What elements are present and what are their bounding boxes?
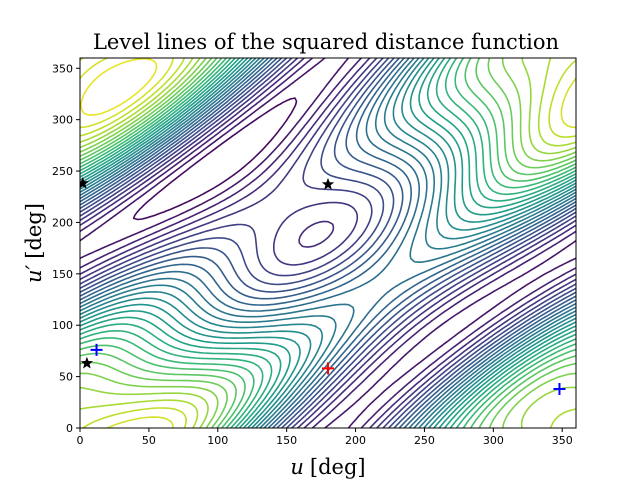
x-tick-label: 200 (345, 434, 366, 447)
contour-level-line (80, 58, 576, 428)
contour-level-line (80, 58, 576, 428)
star-marker (80, 356, 94, 369)
contour-level-line (80, 58, 576, 428)
x-tick-label: 50 (142, 434, 156, 447)
contour-level-line (132, 97, 298, 221)
x-tick-label: 250 (414, 434, 435, 447)
y-tick-label: 50 (59, 371, 73, 384)
y-tick-label: 250 (52, 165, 73, 178)
contour-level-line (80, 58, 576, 428)
contour-level-line (80, 58, 576, 428)
axis-ticks: 0 50 100 150 200 250 300 350 0 50 100 150 200 250 300 3… (52, 62, 573, 447)
y-axis-label: u′ [deg] (22, 203, 46, 283)
contour-level-line (80, 58, 576, 428)
y-tick-label: 150 (52, 268, 73, 281)
contour-level-line (80, 58, 158, 116)
contour-level-line (80, 58, 576, 428)
x-axis-unit: [deg] (310, 455, 366, 479)
star-marker (80, 176, 89, 189)
plus-marker (553, 382, 566, 395)
contour-level-line (80, 58, 576, 428)
contour-level-line (80, 58, 576, 428)
contour-level-line (80, 58, 576, 428)
y-tick-label: 100 (52, 319, 73, 332)
x-tick-label: 100 (207, 434, 228, 447)
y-tick-label: 200 (52, 216, 73, 229)
chart-title: Level lines of the squared distance func… (93, 30, 559, 54)
contour-level-line (80, 58, 576, 428)
contour-level-line (80, 58, 576, 428)
contour-level-line (80, 58, 576, 428)
y-axis-var: u′ (22, 264, 46, 283)
y-axis-unit: [deg] (22, 203, 46, 259)
contour-level-line (80, 58, 576, 428)
plus-marker (322, 362, 334, 375)
x-tick-label: 0 (77, 434, 84, 447)
y-tick-label: 300 (52, 114, 73, 127)
y-tick-label: 350 (52, 62, 73, 75)
x-tick-label: 350 (552, 434, 573, 447)
contour-level-line (80, 58, 576, 428)
x-axis-label: u [deg] (290, 455, 365, 479)
star-marker (321, 177, 335, 190)
markers (80, 176, 566, 395)
contour-level-line (80, 58, 576, 428)
y-tick-label: 0 (66, 422, 73, 435)
contour-level-line (80, 58, 576, 428)
plot-frame (79, 57, 577, 429)
contour-level-line (80, 58, 576, 428)
contour-level-line (80, 58, 576, 428)
plus-marker (90, 343, 103, 356)
contour-level-line (80, 58, 576, 428)
x-tick-label: 150 (276, 434, 297, 447)
x-axis-var: u (290, 455, 304, 479)
x-tick-label: 300 (483, 434, 504, 447)
contour-level-line (80, 58, 576, 428)
contour-level-line (80, 58, 576, 428)
contour-lines (80, 58, 576, 428)
contour-level-line (80, 58, 576, 428)
